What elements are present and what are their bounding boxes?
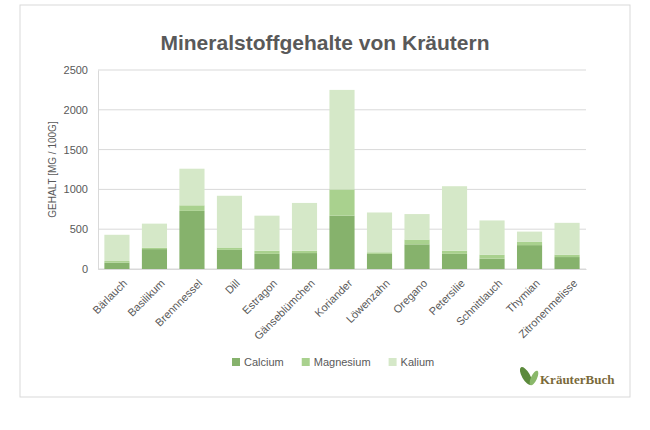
bar (554, 223, 579, 255)
bar (254, 251, 279, 254)
legend-label: Magnesium (314, 356, 371, 368)
x-tick: Oregano (391, 269, 430, 316)
bar (104, 263, 129, 269)
y-tick: 0 (82, 263, 98, 275)
logo: KräuterBuch (518, 365, 616, 387)
x-axis: BärlauchBasilikumBrennnesselDillEstragon… (90, 269, 586, 342)
bar (292, 253, 317, 269)
chart-frame (20, 5, 630, 397)
y-tick-label: 2000 (64, 104, 88, 116)
y-tick-label: 1000 (64, 183, 88, 195)
bar (517, 242, 542, 245)
bar (479, 220, 504, 254)
logo-text: KräuterBuch (540, 372, 615, 387)
bar (367, 254, 392, 269)
x-tick-label: Oregano (391, 277, 430, 316)
y-tick: 1500 (64, 144, 98, 156)
y-tick-label: 0 (82, 263, 88, 275)
bar (554, 257, 579, 269)
bar (367, 252, 392, 254)
bar (442, 251, 467, 254)
bar (404, 214, 429, 239)
x-tick: Schnittlauch (454, 269, 505, 328)
bar (104, 261, 129, 263)
legend-label: Calcium (244, 356, 284, 368)
bar (217, 250, 242, 269)
legend-label: Kalium (401, 356, 435, 368)
legend-item: Magnesium (302, 356, 371, 368)
x-tick: Estragon (240, 269, 280, 317)
bar (442, 186, 467, 250)
y-axis-title: GEHALT [MG / 100G] (47, 121, 58, 218)
bar (142, 224, 167, 248)
y-tick-label: 2500 (64, 64, 88, 76)
x-tick-label: Thymian (504, 277, 542, 315)
y-axis: 0 500 1000 1500 2000 2500 (64, 64, 99, 275)
y-tick-label: 500 (70, 223, 88, 235)
x-tick-label: Schnittlauch (454, 277, 505, 328)
series-2 (104, 90, 579, 261)
y-tick: 2500 (64, 64, 98, 76)
bar (329, 90, 354, 189)
bar (217, 248, 242, 250)
x-tick-label: Löwenzahn (344, 277, 392, 325)
y-tick: 1000 (64, 183, 98, 195)
x-tick-label: Gänseblümchen (252, 277, 317, 342)
y-tick-label: 1500 (64, 144, 88, 156)
bar (292, 203, 317, 251)
bar (104, 235, 129, 261)
x-tick: Löwenzahn (344, 269, 392, 325)
x-axis-line (99, 269, 587, 270)
legend-swatch (232, 358, 240, 366)
legend-item: Kalium (389, 356, 435, 368)
bar (517, 232, 542, 242)
y-tick: 2000 (64, 104, 98, 116)
bar (442, 254, 467, 269)
bar (404, 240, 429, 245)
bar (254, 216, 279, 251)
legend-swatch (389, 358, 397, 366)
x-tick: Brennnessel (153, 269, 205, 329)
bar (179, 169, 204, 206)
x-tick: Zitronenmelisse (516, 269, 579, 340)
chart-svg: Mineralstoffgehalte von Kräutern 0 500 1000… (0, 0, 650, 430)
x-tick-label: Brennnessel (153, 277, 205, 329)
bar (404, 244, 429, 269)
bar (142, 249, 167, 269)
bar (517, 245, 542, 269)
grid (98, 70, 586, 269)
chart-title: Mineralstoffgehalte von Kräutern (160, 31, 489, 54)
bar (142, 248, 167, 249)
bar (292, 251, 317, 253)
legend: Calcium Magnesium Kalium (232, 356, 434, 368)
grid-line (98, 70, 586, 71)
bar (254, 254, 279, 269)
plot: 05001000150020002500BärlauchBasilikumBre… (64, 64, 587, 342)
bar (217, 196, 242, 248)
y-axis-line (98, 71, 99, 270)
x-tick-label: Zitronenmelisse (516, 277, 579, 340)
bar (554, 255, 579, 257)
x-tick: Thymian (504, 269, 542, 315)
bar (329, 216, 354, 269)
bar (479, 259, 504, 269)
x-tick: Petersilie (426, 269, 466, 317)
x-tick-label: Bärlauch (90, 277, 129, 316)
x-tick: Bärlauch (90, 269, 129, 316)
bar (179, 211, 204, 269)
series-0 (104, 211, 579, 269)
bar (329, 189, 354, 215)
x-tick-label: Dill (223, 277, 242, 296)
bar (479, 255, 504, 259)
y-tick: 500 (70, 223, 98, 235)
x-tick: Gänseblümchen (252, 269, 317, 342)
bars (104, 90, 579, 269)
legend-item: Calcium (232, 356, 284, 368)
bar (367, 212, 392, 252)
bar (179, 205, 204, 211)
series-1 (104, 189, 579, 262)
x-tick: Dill (223, 269, 242, 296)
logo-leaf (528, 369, 540, 386)
legend-swatch (302, 358, 310, 366)
